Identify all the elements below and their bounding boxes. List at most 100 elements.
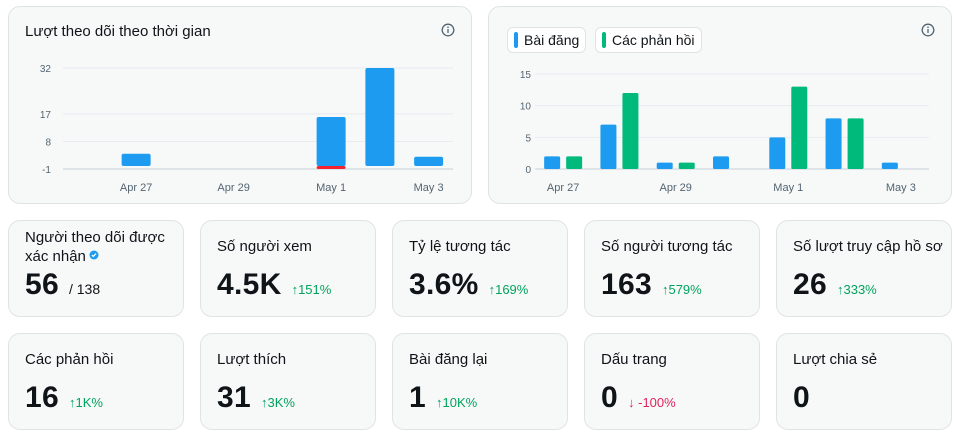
x-tick-label: Apr 29: [660, 182, 692, 194]
stat-value-row: 31 ↑3K%: [217, 381, 295, 415]
stat-change: ↑3K%: [261, 395, 295, 410]
stat-value: 3.6%: [409, 268, 479, 301]
stat-change-value: 169%: [495, 282, 529, 297]
info-icon[interactable]: [441, 23, 455, 37]
stat-label: Lượt chia sẻ: [793, 351, 878, 368]
stat-change: ↓ -100%: [628, 395, 676, 410]
stat-value: 16: [25, 381, 59, 414]
stat-card-viewers[interactable]: Số người xem 4.5K ↑151%: [200, 220, 376, 317]
stat-value-row: 26 ↑333%: [793, 268, 877, 302]
x-tick-label: May 3: [886, 182, 916, 194]
x-tick-label: May 1: [316, 182, 346, 194]
y-tick-label: 0: [525, 165, 531, 176]
bar[interactable]: [316, 165, 346, 169]
stat-value-row: 56 / 138: [25, 268, 100, 302]
stat-total: / 138: [68, 281, 101, 297]
bar[interactable]: [566, 156, 583, 169]
bar[interactable]: [365, 68, 395, 166]
stat-change-value: 3K%: [267, 395, 295, 410]
stat-value: 0: [601, 381, 618, 414]
stat-label: Số người xem: [217, 238, 312, 255]
legend-swatch-posts: [514, 32, 518, 48]
stat-card-reposts[interactable]: Bài đăng lại 1 ↑10K%: [392, 333, 568, 430]
stat-change: ↑10K%: [436, 395, 477, 410]
stat-change-value: 1K%: [75, 395, 103, 410]
stat-change: ↑1K%: [69, 395, 103, 410]
stat-label: Người theo dõi được xác nhận: [25, 229, 165, 265]
stat-change-value: 151%: [298, 282, 332, 297]
arrow-up-icon: ↑: [68, 395, 76, 410]
x-tick-label: Apr 27: [547, 182, 579, 194]
bar[interactable]: [881, 162, 898, 169]
stat-card-engaged-users[interactable]: Số người tương tác 163 ↑579%: [584, 220, 760, 317]
bar[interactable]: [121, 153, 151, 166]
stat-value-row: 3.6% ↑169%: [409, 268, 528, 302]
y-tick-label: 5: [525, 133, 531, 144]
stat-value: 26: [793, 268, 827, 301]
bar[interactable]: [600, 124, 617, 169]
stat-label: Bài đăng lại: [409, 351, 488, 368]
bar[interactable]: [791, 86, 808, 169]
legend-item-posts[interactable]: Bài đăng: [507, 27, 587, 53]
x-tick-label: Apr 29: [217, 182, 249, 194]
arrow-up-icon: ↑: [836, 282, 844, 297]
followers-bar-chart: 32 17 8 -1 Apr 27 Apr 29 May 1 May 3: [40, 64, 453, 194]
stat-change: ↑151%: [292, 282, 332, 297]
stat-card-profile-visits[interactable]: Số lượt truy cập hồ sơ 26 ↑333%: [776, 220, 952, 317]
stat-value-row: 16 ↑1K%: [25, 381, 103, 415]
bar[interactable]: [316, 116, 346, 166]
stat-label: Tỷ lệ tương tác: [409, 238, 511, 255]
stat-value: 0: [793, 381, 810, 414]
bar[interactable]: [769, 137, 786, 169]
stat-label: Số người tương tác: [601, 238, 733, 255]
arrow-up-icon: ↑: [488, 282, 496, 297]
x-tick-label: May 3: [414, 182, 444, 194]
stat-value-row: 1 ↑10K%: [409, 381, 477, 415]
stat-card-replies[interactable]: Các phản hồi 16 ↑1K%: [8, 333, 184, 430]
bar[interactable]: [713, 156, 729, 169]
stat-change-value: 333%: [843, 282, 877, 297]
arrow-down-icon: ↓: [628, 395, 635, 410]
stat-card-verified-followers[interactable]: Người theo dõi được xác nhận 56 / 138: [8, 220, 184, 317]
y-tick-label: 8: [45, 137, 51, 148]
x-tick-label: Apr 27: [120, 182, 152, 194]
y-tick-label: 32: [40, 64, 52, 75]
arrow-up-icon: ↑: [661, 282, 669, 297]
stat-value: 31: [217, 381, 251, 414]
bar[interactable]: [414, 156, 444, 166]
stat-value-row: 163 ↑579%: [601, 268, 702, 302]
stat-label: Các phản hồi: [25, 351, 114, 368]
stat-card-likes[interactable]: Lượt thích 31 ↑3K%: [200, 333, 376, 430]
bar[interactable]: [847, 118, 864, 169]
x-tick-label: May 1: [773, 182, 803, 194]
stat-card-engagement-rate[interactable]: Tỷ lệ tương tác 3.6% ↑169%: [392, 220, 568, 317]
stat-card-bookmarks[interactable]: Dấu trang 0 ↓ -100%: [584, 333, 760, 430]
followers-chart-card: Lượt theo dõi theo thời gian 32 17 8 -1 Apr …: [8, 6, 472, 204]
info-icon[interactable]: [921, 23, 935, 37]
stat-change-value: -100%: [638, 395, 676, 410]
legend-swatch-replies: [602, 32, 606, 48]
bar[interactable]: [825, 118, 842, 169]
stat-change: ↑169%: [489, 282, 529, 297]
stat-card-shares[interactable]: Lượt chia sẻ 0: [776, 333, 952, 430]
stat-change-value: 579%: [668, 282, 702, 297]
stat-value: 4.5K: [217, 268, 282, 301]
y-tick-label: -1: [42, 165, 51, 176]
stat-change: ↑333%: [837, 282, 877, 297]
stat-value-row: 0 ↓ -100%: [601, 381, 676, 415]
bar[interactable]: [544, 156, 561, 169]
bar[interactable]: [622, 93, 639, 169]
y-tick-label: 15: [520, 70, 532, 81]
bar[interactable]: [678, 162, 695, 169]
legend-item-replies[interactable]: Các phản hồi: [595, 27, 702, 53]
stat-label-wrap: Người theo dõi được xác nhận: [25, 228, 175, 266]
arrow-up-icon: ↑: [436, 395, 443, 410]
stat-label: Lượt thích: [217, 351, 287, 368]
arrow-up-icon: ↑: [291, 282, 299, 297]
followers-chart-title: Lượt theo dõi theo thời gian: [25, 23, 211, 40]
bar[interactable]: [656, 162, 673, 169]
stat-change-value: 10K%: [442, 395, 478, 410]
y-tick-label: 17: [40, 110, 52, 121]
stat-change: ↑579%: [662, 282, 702, 297]
legend-label-posts: Bài đăng: [524, 32, 580, 48]
